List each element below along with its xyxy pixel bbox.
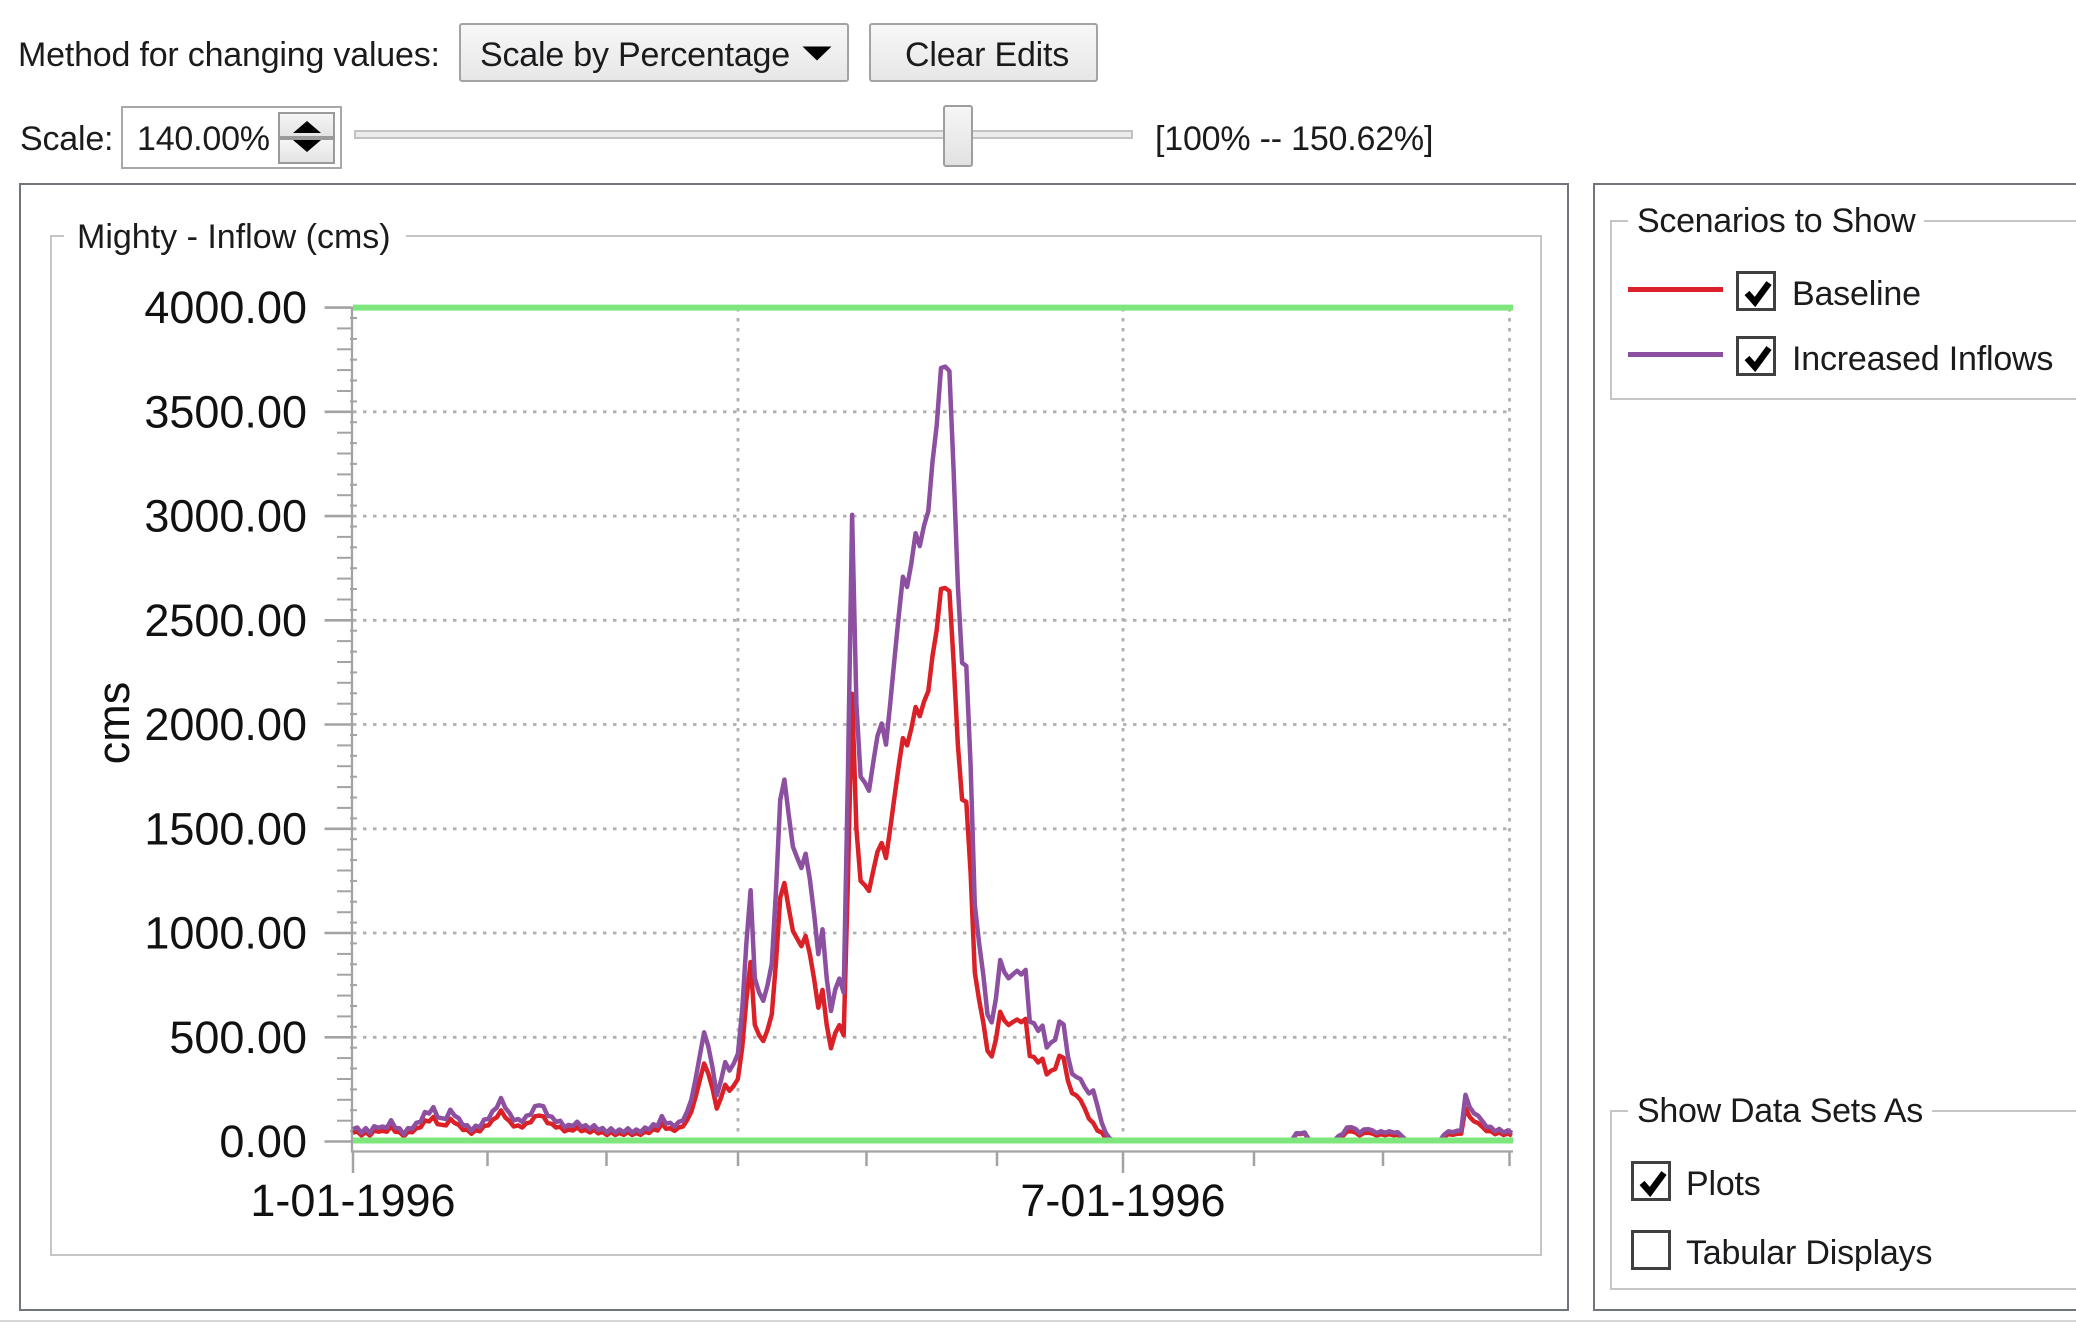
svg-text:0.00: 0.00 <box>219 1116 307 1167</box>
svg-text:4000.00: 4000.00 <box>144 282 307 333</box>
svg-text:Mighty - Inflow (cms): Mighty - Inflow (cms) <box>77 218 391 256</box>
svg-text:500.00: 500.00 <box>169 1012 307 1063</box>
svg-text:3500.00: 3500.00 <box>144 386 307 437</box>
svg-text:7-01-1996: 7-01-1996 <box>1020 1175 1225 1226</box>
svg-text:1000.00: 1000.00 <box>144 908 307 959</box>
svg-text:1500.00: 1500.00 <box>144 803 307 854</box>
svg-text:cms: cms <box>88 682 139 765</box>
svg-text:2000.00: 2000.00 <box>144 699 307 750</box>
svg-text:1-01-1996: 1-01-1996 <box>250 1175 455 1226</box>
svg-text:2500.00: 2500.00 <box>144 595 307 646</box>
svg-text:3000.00: 3000.00 <box>144 491 307 542</box>
